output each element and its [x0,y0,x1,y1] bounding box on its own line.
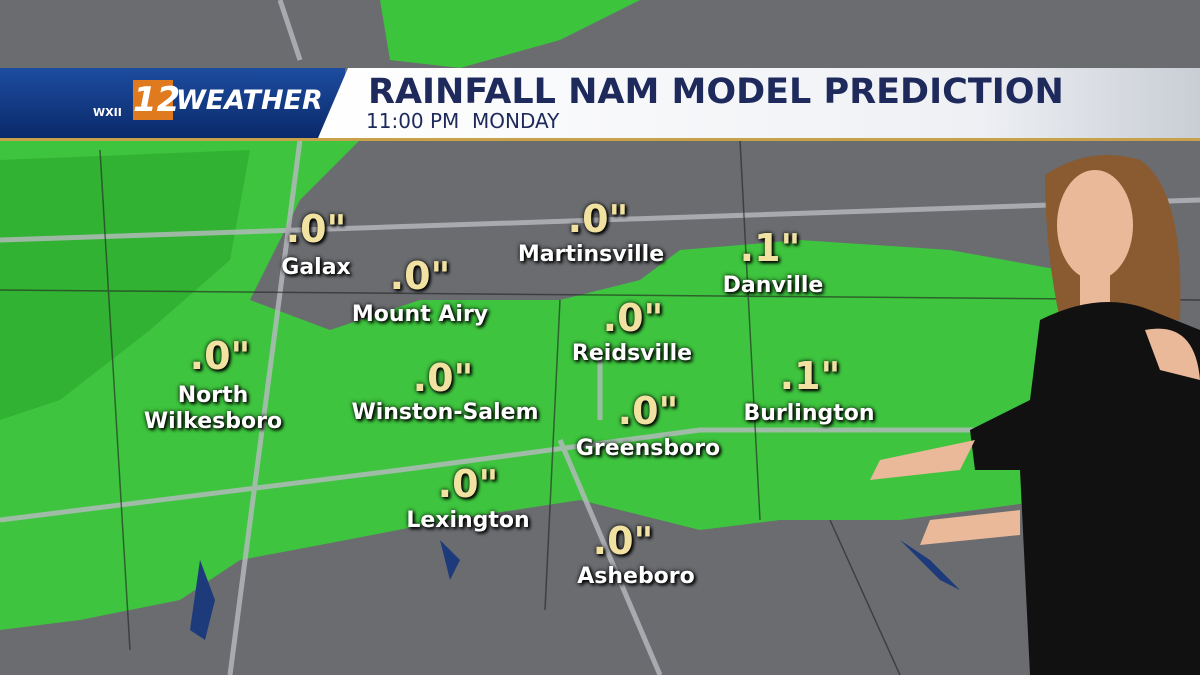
rainfall-amount: .0" [602,296,664,340]
rain-area [380,0,640,68]
logo-word: WEATHER [176,85,323,116]
rainfall-amount: .0" [592,519,654,563]
city-name: Galax [281,255,351,280]
logo-number: 12 [133,80,181,120]
title-box: RAINFALL NAM MODEL PREDICTION 11:00 PM M… [318,68,1200,138]
rainfall-amount: .1" [739,226,801,270]
presenter [870,155,1200,675]
city-name: Greensboro [575,436,721,461]
divider [0,138,1200,141]
header-banner: WXII 12 WEATHER RAINFALL NAM MODEL PREDI… [0,68,1200,141]
rainfall-amount: .0" [412,356,474,400]
city-name: Reidsville [571,341,693,366]
city-name: Lexington [406,508,530,533]
rainfall-amount: .0" [285,207,347,251]
logo-call-sign: WXII [93,106,122,119]
rainfall-amount: .0" [389,254,451,298]
title: RAINFALL NAM MODEL PREDICTION [368,72,1064,112]
city-name: Winston-Salem [351,400,539,425]
rain-area [0,140,1100,630]
city-name: North Wilkesboro [143,383,283,434]
subtitle: 11:00 PM MONDAY [366,109,560,133]
station-logo: WXII 12 WEATHER [0,68,345,138]
city-name: Asheboro [577,564,695,589]
city-name: Burlington [743,401,875,426]
rainfall-amount: .0" [189,334,251,378]
city-name: Mount Airy [351,302,489,327]
city-name: Martinsville [517,242,665,267]
rainfall-amount: .0" [617,389,679,433]
rainfall-amount: .0" [437,462,499,506]
rainfall-amount: .0" [567,197,629,241]
rainfall-amount: .1" [779,354,841,398]
city-name: Danville [722,273,824,298]
rain-area [0,150,250,420]
